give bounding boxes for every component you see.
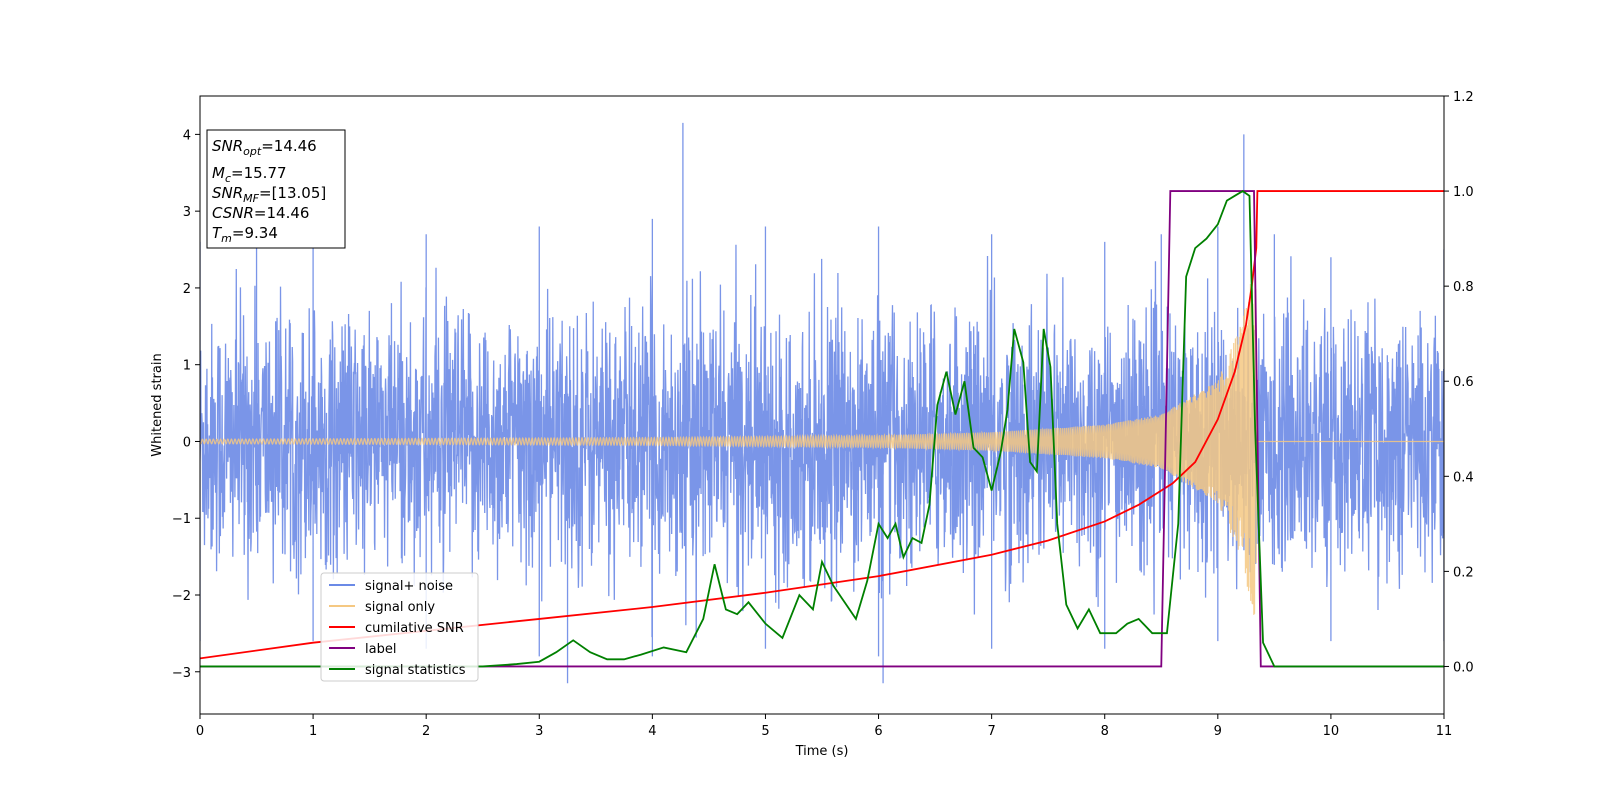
y-axis-label-left: Whitened strain: [150, 353, 165, 456]
x-tick-label: 11: [1436, 724, 1453, 739]
annotation-line: SNRMF=[13.05]: [212, 184, 326, 205]
right-y-tick-label: 0.0: [1453, 660, 1474, 675]
plot-frame: [199, 95, 1445, 715]
legend-entry: signal+ noise: [365, 579, 453, 594]
right-y-tick-label: 0.2: [1453, 565, 1474, 580]
left-y-axis-ticks: −3 −2 −1 0 1 2 3 4: [172, 128, 200, 681]
right-axis-series: [200, 190, 1444, 668]
legend-frame: [320, 572, 479, 682]
right-y-tick-label: 1.2: [1453, 90, 1474, 105]
signal-statistics-line: [200, 190, 1444, 668]
right-y-tick-label: 1.0: [1453, 185, 1474, 200]
annotation-line: CSNR=14.46: [212, 204, 309, 222]
annotation-line: Mc=15.77: [212, 164, 287, 185]
x-tick-label: 9: [1214, 724, 1222, 739]
annotation-line: SNRopt=14.46: [212, 137, 317, 158]
annotation-frame: [206, 129, 346, 249]
x-tick-label: 7: [987, 724, 995, 739]
right-y-tick-label: 0.6: [1453, 375, 1474, 390]
left-y-tick-label: 0: [183, 435, 191, 450]
left-y-tick-label: −1: [172, 512, 191, 527]
x-tick-label: 8: [1101, 724, 1109, 739]
x-tick-label: 2: [422, 724, 430, 739]
left-y-tick-label: −2: [172, 589, 191, 604]
legend-entry: signal only: [365, 600, 435, 615]
x-tick-label: 4: [648, 724, 656, 739]
right-y-tick-label: 0.8: [1453, 280, 1474, 295]
annotation-box: SNRopt=14.46 Mc=15.77SNRMF=[13.05]CSNR=14…: [206, 129, 346, 249]
annotation-line: Tm=9.34: [212, 224, 278, 245]
left-y-tick-label: −3: [172, 666, 191, 681]
signal-only-series: [200, 274, 1444, 615]
signal-only-line: [200, 274, 1444, 615]
right-y-axis-ticks: 0.0 0.2 0.4 0.6 0.8 1.0 1.2: [1444, 90, 1474, 675]
x-tick-label: 6: [874, 724, 882, 739]
x-axis-label: Time (s): [795, 744, 849, 759]
left-y-tick-label: 3: [183, 205, 191, 220]
cumulative-snr-line: [200, 190, 1444, 660]
x-tick-label: 0: [196, 724, 204, 739]
x-axis-ticks: 0 1 2 3 4 5 6 7 8 9 10 11: [196, 714, 1452, 739]
legend-entry: signal statistics: [365, 663, 466, 678]
left-y-tick-label: 4: [183, 128, 191, 143]
right-y-tick-label: 0.4: [1453, 470, 1474, 485]
legend-entry: label: [365, 642, 396, 657]
left-y-tick-label: 1: [183, 359, 191, 374]
x-tick-label: 3: [535, 724, 543, 739]
x-tick-label: 10: [1323, 724, 1340, 739]
legend-entry: cumilative SNR: [365, 621, 464, 636]
legend: signal+ noise signal only cumilative SNR la…: [320, 572, 479, 682]
x-tick-label: 5: [761, 724, 769, 739]
x-tick-label: 1: [309, 724, 317, 739]
left-y-tick-label: 2: [183, 282, 191, 297]
